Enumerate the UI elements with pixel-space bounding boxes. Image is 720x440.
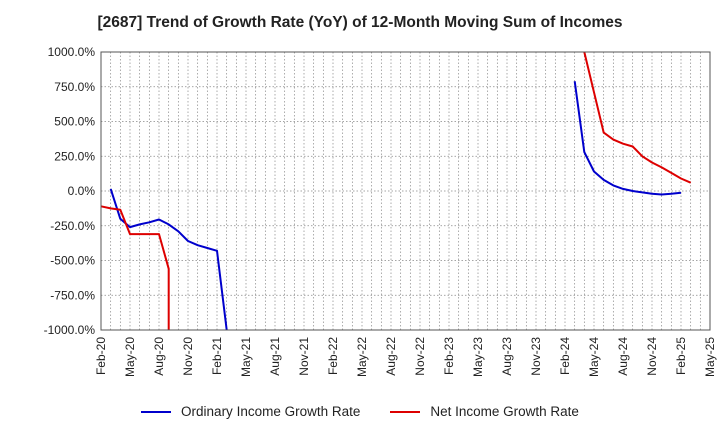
y-tick-label: -500.0% <box>50 254 95 268</box>
x-tick-label: Aug-20 <box>152 337 166 376</box>
x-tick-label: May-25 <box>703 337 717 377</box>
grid-layer <box>101 51 710 331</box>
x-tick-label: Aug-24 <box>616 337 630 376</box>
x-tick-label: Feb-25 <box>674 337 688 375</box>
legend-item-net-income: Net Income Growth Rate <box>390 404 579 419</box>
series-line <box>583 51 692 184</box>
x-tick-label: Nov-22 <box>413 337 427 376</box>
y-tick-label: -250.0% <box>50 219 95 233</box>
x-tick-label: Nov-21 <box>297 337 311 376</box>
series-line <box>100 205 170 330</box>
legend-item-ordinary-income: Ordinary Income Growth Rate <box>141 404 360 419</box>
x-tick-label: Feb-23 <box>442 337 456 375</box>
x-tick-label: Nov-23 <box>529 337 543 376</box>
legend-swatch-net-income <box>390 410 421 413</box>
y-tick-label: 0.0% <box>68 184 96 198</box>
x-tick-label: May-22 <box>355 337 369 377</box>
plot-frame <box>100 51 711 331</box>
x-tick-label: Feb-21 <box>210 337 224 375</box>
x-tick-label: May-20 <box>123 337 137 377</box>
y-tick-label: 500.0% <box>54 115 95 129</box>
x-tick-label: May-23 <box>471 337 485 377</box>
x-tick-label: Feb-20 <box>94 337 108 375</box>
x-tick-label: Feb-22 <box>326 337 340 375</box>
x-tick-label: May-24 <box>587 337 601 377</box>
x-tick-label: Feb-24 <box>558 337 572 375</box>
label-layer: 1000.0% 750.0% 500.0% 250.0% 0.0% -250.0% -500… <box>44 45 717 377</box>
y-tick-label: 250.0% <box>54 149 95 163</box>
y-tick-label: -1000.0% <box>44 323 96 337</box>
axis-layer <box>100 51 711 331</box>
legend-label-ordinary-income: Ordinary Income Growth Rate <box>181 404 361 419</box>
y-tick-label: 1000.0% <box>48 45 96 59</box>
x-tick-label: May-21 <box>239 337 253 377</box>
y-tick-label: 750.0% <box>54 80 95 94</box>
series-line <box>109 188 228 331</box>
legend-swatch-ordinary-income <box>141 410 172 413</box>
y-tick-label: -750.0% <box>50 288 95 302</box>
series-layer <box>100 51 692 331</box>
x-tick-label: Aug-23 <box>500 337 514 376</box>
legend: Ordinary Income Growth Rate Net Income G… <box>0 404 720 419</box>
x-tick-label: Nov-24 <box>645 337 659 376</box>
x-tick-label: Nov-20 <box>181 337 195 376</box>
chart-title: [2687] Trend of Growth Rate (YoY) of 12-… <box>97 14 623 31</box>
x-tick-label: Aug-21 <box>268 337 282 376</box>
legend-label-net-income: Net Income Growth Rate <box>430 404 579 419</box>
x-tick-label: Aug-22 <box>384 337 398 376</box>
series-line <box>573 81 682 196</box>
